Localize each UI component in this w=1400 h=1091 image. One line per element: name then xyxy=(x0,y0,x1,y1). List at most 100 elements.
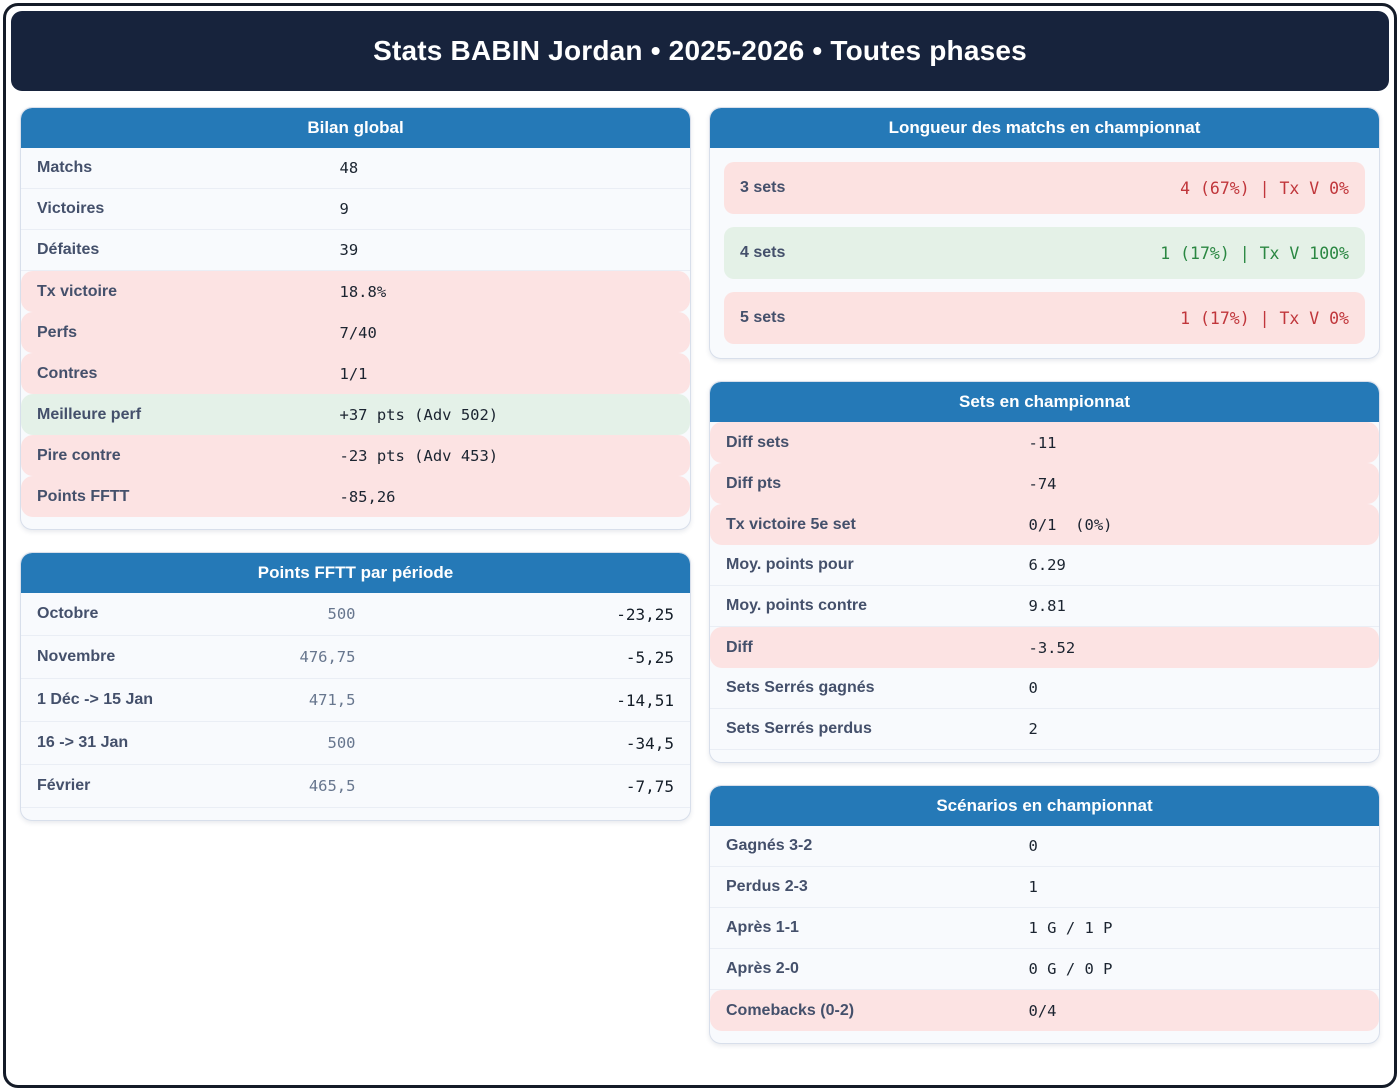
stat-value: 0 xyxy=(1028,679,1038,697)
period-label: Novembre xyxy=(37,648,116,665)
period-points: 500 xyxy=(327,605,356,623)
period-points: 500 xyxy=(327,734,356,752)
match-length-value: 1 (17%) | Tx V 0% xyxy=(1180,308,1349,328)
stat-value: 7/40 xyxy=(339,323,377,342)
stat-value: 0 G / 0 P xyxy=(1028,960,1113,978)
stat-label: Matchs xyxy=(37,159,93,176)
stat-label: Contres xyxy=(37,364,98,382)
stat-row: Après 1-1 1 G / 1 P xyxy=(710,908,1379,949)
stat-value: 39 xyxy=(339,241,359,259)
match-length-row-negative: 3 sets 4 (67%) | Tx V 0% xyxy=(724,162,1365,214)
title-bar: Stats BABIN Jordan • 2025-2026 • Toutes … xyxy=(11,11,1389,91)
stat-value: 1 G / 1 P xyxy=(1028,919,1113,937)
card-title: Sets en championnat xyxy=(710,382,1379,422)
stat-label: Tx victoire 5e set xyxy=(726,515,856,533)
match-length-row-positive: 4 sets 1 (17%) | Tx V 100% xyxy=(724,227,1365,279)
stat-value: -85,26 xyxy=(339,487,396,506)
card-title: Points FFTT par période xyxy=(21,553,690,593)
period-row: 1 Déc -> 15 Jan 471,5 -14,51 xyxy=(21,679,690,722)
stat-label: Perfs xyxy=(37,323,78,341)
period-label: 1 Déc -> 15 Jan xyxy=(37,691,154,708)
period-delta: -5,25 xyxy=(625,647,674,667)
stat-row-negative: Contres 1/1 xyxy=(21,353,690,394)
stat-label: Comebacks (0-2) xyxy=(726,1001,855,1019)
stat-value: 9 xyxy=(339,200,349,218)
period-label: Octobre xyxy=(37,605,99,622)
stat-label: Moy. points contre xyxy=(726,597,868,614)
stat-row-negative: Points FFTT -85,26 xyxy=(21,476,690,517)
card-body: 3 sets 4 (67%) | Tx V 0% 4 sets 1 (17%) … xyxy=(710,148,1379,358)
stat-value: 0/4 xyxy=(1028,1001,1057,1020)
stat-label: Perdus 2-3 xyxy=(726,878,808,895)
stat-row: Matchs 48 xyxy=(21,148,690,189)
stat-value: -74 xyxy=(1028,474,1057,493)
match-length-value: 1 (17%) | Tx V 100% xyxy=(1160,243,1349,263)
period-row: Février 465,5 -7,75 xyxy=(21,765,690,808)
stat-value: 9.81 xyxy=(1028,597,1066,615)
stat-value: 18.8% xyxy=(339,282,387,301)
stat-row: Sets Serrés gagnés 0 xyxy=(710,668,1379,709)
stat-label: Diff sets xyxy=(726,433,790,451)
stat-row: Victoires 9 xyxy=(21,189,690,230)
card-body: Gagnés 3-2 0 Perdus 2-3 1 Après 1-1 1 G … xyxy=(710,826,1379,1043)
stat-value: 48 xyxy=(339,159,359,177)
stat-row-negative: Perfs 7/40 xyxy=(21,312,690,353)
stat-row: Moy. points pour 6.29 xyxy=(710,545,1379,586)
stat-row-negative: Diff pts -74 xyxy=(710,463,1379,504)
stat-row-negative: Tx victoire 18.8% xyxy=(21,271,690,312)
match-length-label: 5 sets xyxy=(740,309,786,326)
card-points-fftt-periode: Points FFTT par période Octobre 500 -23,… xyxy=(20,552,691,821)
stat-label: Pire contre xyxy=(37,446,121,464)
stat-row-negative: Diff sets -11 xyxy=(710,422,1379,463)
stat-row-negative: Tx victoire 5e set 0/1 (0%) xyxy=(710,504,1379,545)
stat-label: Sets Serrés perdus xyxy=(726,720,872,737)
period-label: 16 -> 31 Jan xyxy=(37,734,129,751)
stat-value: -11 xyxy=(1028,433,1057,452)
period-row: Novembre 476,75 -5,25 xyxy=(21,636,690,679)
stat-value: 6.29 xyxy=(1028,556,1066,574)
card-scenarios-championnat: Scénarios en championnat Gagnés 3-2 0 Pe… xyxy=(709,785,1380,1044)
stat-label: Diff xyxy=(726,638,753,656)
stat-value: -23 pts (Adv 453) xyxy=(339,446,499,465)
card-title: Bilan global xyxy=(21,108,690,148)
match-length-row-negative: 5 sets 1 (17%) | Tx V 0% xyxy=(724,292,1365,344)
card-body: Octobre 500 -23,25 Novembre 476,75 -5,25… xyxy=(21,593,690,820)
left-column: Bilan global Matchs 48 Victoires 9 Défai… xyxy=(20,107,691,821)
stat-label: Meilleure perf xyxy=(37,405,142,423)
stat-value: 1/1 xyxy=(339,364,368,383)
card-body: Diff sets -11 Diff pts -74 Tx victoire 5… xyxy=(710,422,1379,762)
stat-value: 0 xyxy=(1028,837,1038,855)
period-delta: -7,75 xyxy=(625,776,674,796)
page-title: Stats BABIN Jordan • 2025-2026 • Toutes … xyxy=(373,35,1027,66)
stat-row: Gagnés 3-2 0 xyxy=(710,826,1379,867)
period-row: 16 -> 31 Jan 500 -34,5 xyxy=(21,722,690,765)
card-sets-championnat: Sets en championnat Diff sets -11 Diff p… xyxy=(709,381,1380,763)
period-points: 476,75 xyxy=(299,648,356,666)
stat-row-negative: Comebacks (0-2) 0/4 xyxy=(710,990,1379,1031)
stat-row: Sets Serrés perdus 2 xyxy=(710,709,1379,750)
stat-value: -3.52 xyxy=(1028,638,1076,657)
content-columns: Bilan global Matchs 48 Victoires 9 Défai… xyxy=(6,96,1394,1058)
period-delta: -34,5 xyxy=(625,733,674,753)
stat-label: Diff pts xyxy=(726,474,782,492)
period-delta: -14,51 xyxy=(616,690,674,710)
card-body: Matchs 48 Victoires 9 Défaites 39 Tx vic… xyxy=(21,148,690,529)
stat-label: Défaites xyxy=(37,241,100,258)
page-frame: Stats BABIN Jordan • 2025-2026 • Toutes … xyxy=(3,3,1397,1088)
stat-row: Après 2-0 0 G / 0 P xyxy=(710,949,1379,990)
card-title: Longueur des matchs en championnat xyxy=(710,108,1379,148)
stat-label: Tx victoire xyxy=(37,282,118,300)
match-length-value: 4 (67%) | Tx V 0% xyxy=(1180,178,1349,198)
stat-value: 2 xyxy=(1028,720,1038,738)
stat-row: Perdus 2-3 1 xyxy=(710,867,1379,908)
stat-row-negative: Pire contre -23 pts (Adv 453) xyxy=(21,435,690,476)
stat-label: Sets Serrés gagnés xyxy=(726,679,875,696)
period-delta: -23,25 xyxy=(616,604,674,624)
stat-label: Points FFTT xyxy=(37,487,130,505)
period-points: 465,5 xyxy=(308,777,356,795)
stat-value: 1 xyxy=(1028,878,1038,896)
card-title: Scénarios en championnat xyxy=(710,786,1379,826)
match-length-label: 4 sets xyxy=(740,244,786,261)
match-length-label: 3 sets xyxy=(740,179,786,196)
stat-label: Après 1-1 xyxy=(726,919,799,936)
